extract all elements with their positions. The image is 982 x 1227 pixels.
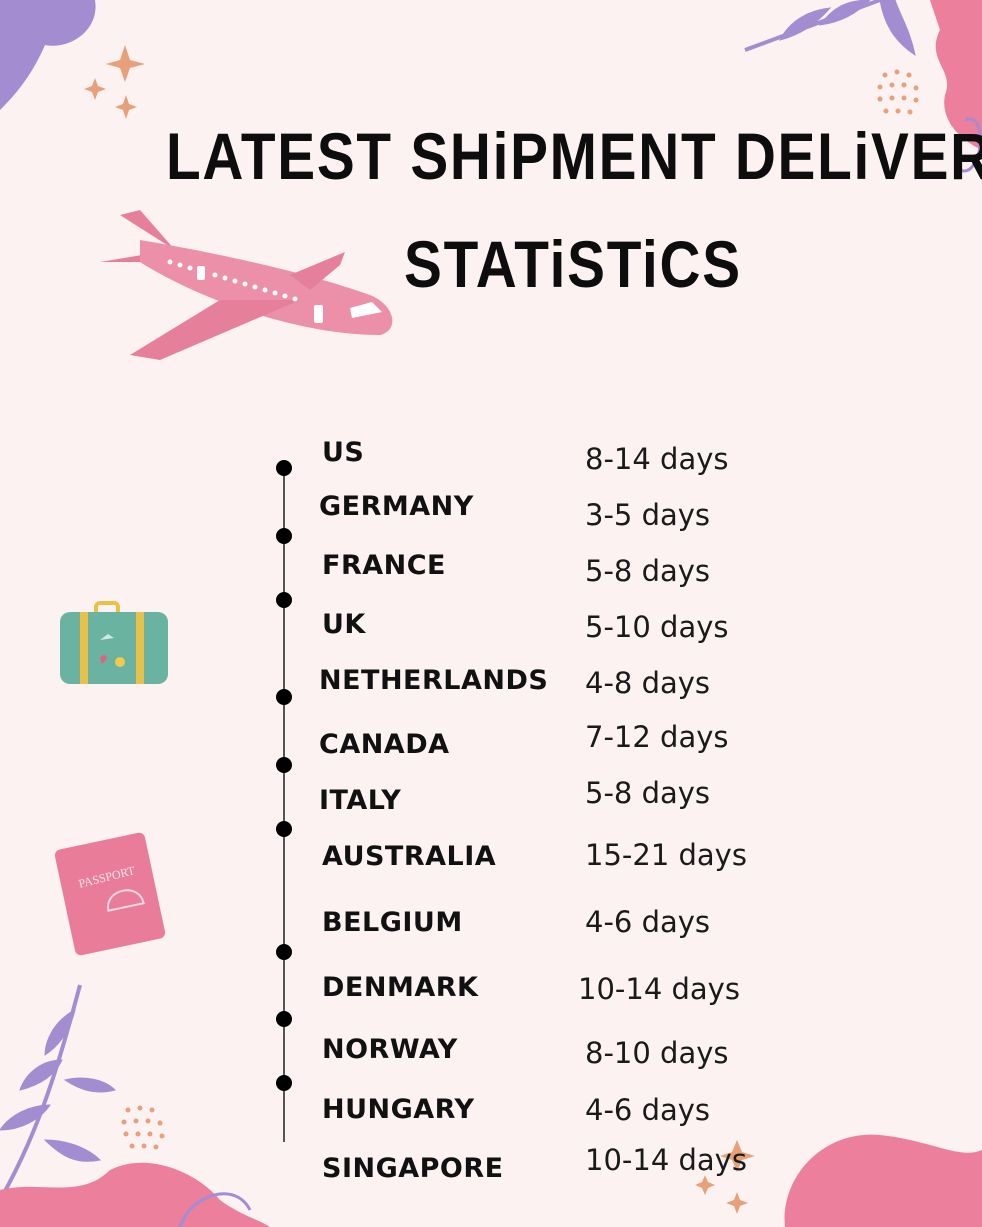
delivery-time: 7-12 days <box>585 720 729 754</box>
delivery-time: 3-5 days <box>585 498 711 532</box>
delivery-time: 5-8 days <box>585 554 711 588</box>
country-name: DENMARK <box>322 972 479 1003</box>
delivery-time: 10-14 days <box>585 1143 747 1177</box>
timeline-dot <box>276 757 292 773</box>
delivery-time: 10-14 days <box>578 972 740 1006</box>
delivery-time: 4-8 days <box>585 666 711 700</box>
timeline-dot <box>276 689 292 705</box>
delivery-time: 8-14 days <box>585 442 729 476</box>
airplane-icon <box>100 210 393 360</box>
timeline-dot <box>276 1075 292 1091</box>
delivery-time: 5-8 days <box>585 776 711 810</box>
country-name: NORWAY <box>322 1034 458 1065</box>
suitcase-icon <box>60 601 168 684</box>
timeline-dot <box>276 528 292 544</box>
delivery-time: 4-6 days <box>585 1093 711 1127</box>
timeline-dot <box>276 460 292 476</box>
country-name: HUNGARY <box>322 1094 475 1125</box>
page-title-line-1: LATEST SHiPMENT DELiVERY <box>166 119 982 193</box>
delivery-time: 5-10 days <box>585 610 729 644</box>
blob-shape-bottom <box>0 1134 982 1227</box>
country-name: AUSTRALIA <box>322 841 497 872</box>
dots-pattern <box>121 69 919 1150</box>
country-name: FRANCE <box>322 550 446 581</box>
leaf-icon-top-right <box>744 0 916 57</box>
delivery-time: 8-10 days <box>585 1036 729 1070</box>
timeline-dot <box>276 1011 292 1027</box>
delivery-time: 4-6 days <box>585 905 711 939</box>
country-name: CANADA <box>319 729 450 760</box>
country-name: UK <box>322 609 366 640</box>
country-name: NETHERLANDS <box>319 665 549 696</box>
country-name: US <box>322 437 365 468</box>
timeline-line <box>283 466 285 1142</box>
timeline-dot <box>276 592 292 608</box>
delivery-time: 15-21 days <box>585 838 747 872</box>
leaf-icon-bottom-left <box>0 984 116 1201</box>
timeline-dot <box>276 821 292 837</box>
passport-icon <box>54 832 166 956</box>
country-name: SINGAPORE <box>322 1153 504 1184</box>
sparkle-icon <box>84 45 755 1214</box>
country-name: BELGIUM <box>322 907 463 938</box>
blob-shape-top-left <box>0 0 96 110</box>
blob-shape-top-right <box>930 0 982 173</box>
country-name: GERMANY <box>319 491 474 522</box>
country-name: ITALY <box>319 785 402 816</box>
page-title-line-2: STATiSTiCS <box>404 227 742 301</box>
timeline-dot <box>276 944 292 960</box>
